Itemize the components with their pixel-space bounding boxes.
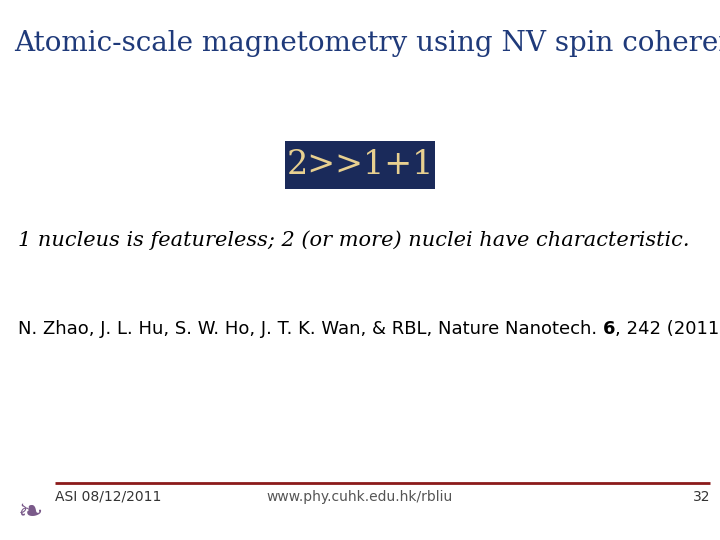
Text: ASI 08/12/2011: ASI 08/12/2011 bbox=[55, 490, 161, 504]
Text: 32: 32 bbox=[693, 490, 710, 504]
Text: 6: 6 bbox=[603, 320, 616, 338]
Text: N. Zhao, J. L. Hu, S. W. Ho, J. T. K. Wan, & RBL, Nature Nanotech.: N. Zhao, J. L. Hu, S. W. Ho, J. T. K. Wa… bbox=[18, 320, 603, 338]
Text: , 242 (2011).: , 242 (2011). bbox=[616, 320, 720, 338]
Text: 1 nucleus is featureless; 2 (or more) nuclei have characteristic.: 1 nucleus is featureless; 2 (or more) nu… bbox=[18, 230, 690, 249]
Text: Atomic-scale magnetometry using NV spin coherence: Atomic-scale magnetometry using NV spin … bbox=[14, 30, 720, 57]
FancyBboxPatch shape bbox=[285, 141, 435, 189]
Text: ❧: ❧ bbox=[17, 497, 42, 526]
Text: www.phy.cuhk.edu.hk/rbliu: www.phy.cuhk.edu.hk/rbliu bbox=[267, 490, 453, 504]
Text: 2>>1+1: 2>>1+1 bbox=[287, 149, 433, 181]
